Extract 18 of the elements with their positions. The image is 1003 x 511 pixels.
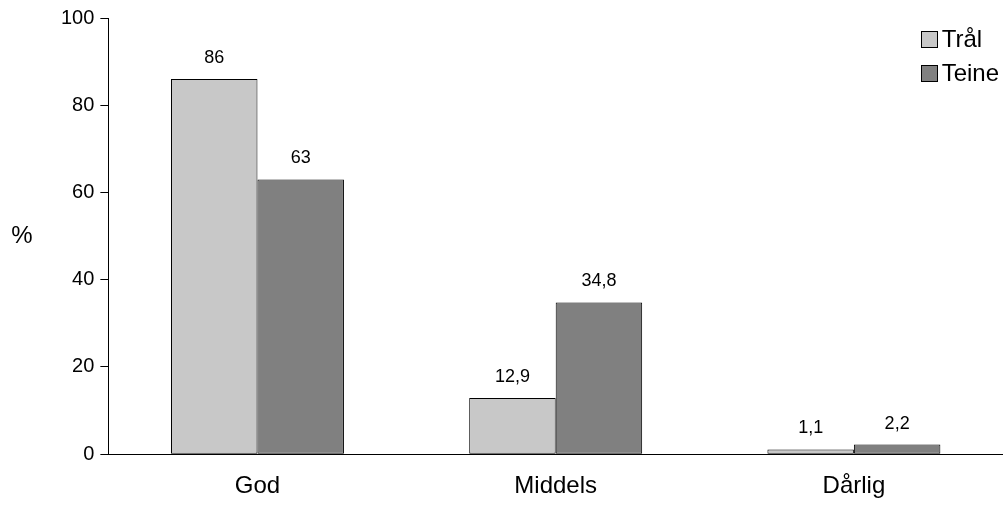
data-label: 34,8 <box>581 270 617 291</box>
data-label: 12,9 <box>494 365 530 386</box>
y-axis-title: % <box>11 220 33 248</box>
legend-label: Trål <box>941 24 983 54</box>
x-tick-label: God <box>234 471 281 499</box>
y-tick-label: 0 <box>83 441 95 464</box>
data-label: 2,2 <box>884 412 910 433</box>
y-tick-label: 20 <box>72 354 95 377</box>
y-tick-label: 80 <box>72 92 95 115</box>
data-label: 86 <box>204 47 225 68</box>
y-tick-label: 40 <box>72 267 95 290</box>
legend-label: Teine <box>941 58 999 88</box>
y-tick-label: 100 <box>60 5 95 28</box>
data-label: 63 <box>290 147 311 168</box>
y-tick-label: 60 <box>72 180 95 202</box>
data-label: 1,1 <box>798 417 824 438</box>
x-tick-label: Middels <box>514 471 598 499</box>
x-tick-label: Dårlig <box>822 471 886 499</box>
